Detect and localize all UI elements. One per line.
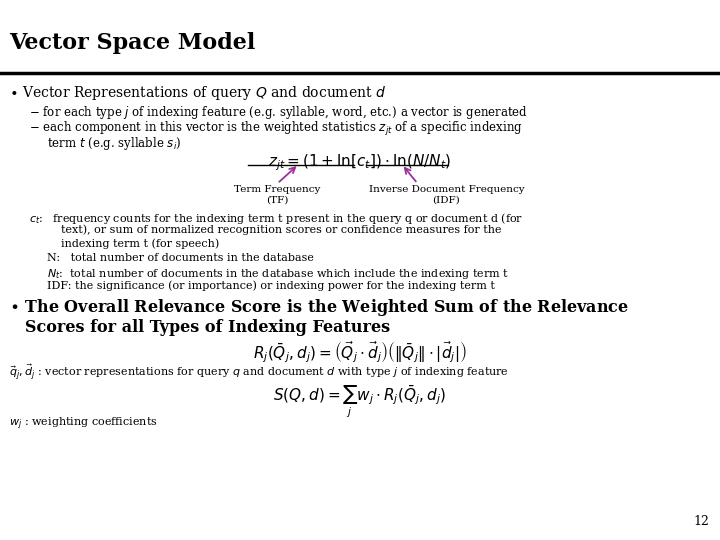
Text: $\vec{q}_j, \vec{d}_j$ : vector representations for query $q$ and document $d$ w: $\vec{q}_j, \vec{d}_j$ : vector represen… xyxy=(9,363,509,383)
Text: $\bullet$ Vector Representations of query $Q$ and document $d$: $\bullet$ Vector Representations of quer… xyxy=(9,84,387,102)
Text: $w_j$ : weighting coefficients: $w_j$ : weighting coefficients xyxy=(9,416,158,432)
Text: IDF: the significance (or importance) or indexing power for the indexing term t: IDF: the significance (or importance) or… xyxy=(47,281,495,292)
Text: indexing term t (for speech): indexing term t (for speech) xyxy=(61,239,220,249)
Text: $\bullet$ The Overall Relevance Score is the Weighted Sum of the Relevance: $\bullet$ The Overall Relevance Score is… xyxy=(9,297,629,318)
Text: Inverse Document Frequency
(IDF): Inverse Document Frequency (IDF) xyxy=(369,185,524,205)
Text: Vector Space Model: Vector Space Model xyxy=(9,32,256,54)
Text: text), or sum of normalized recognition scores or confidence measures for the: text), or sum of normalized recognition … xyxy=(61,225,502,235)
Text: term $t$ (e.g. syllable $s_i$): term $t$ (e.g. syllable $s_i$) xyxy=(47,135,181,152)
Text: $-$ for each type $j$ of indexing feature (e.g. syllable, word, etc.) a vector i: $-$ for each type $j$ of indexing featur… xyxy=(29,104,528,120)
Text: $S(Q,d) = \sum_j w_j \cdot R_j(\bar{Q}_j, d_j)$: $S(Q,d) = \sum_j w_j \cdot R_j(\bar{Q}_j… xyxy=(274,383,446,420)
Text: $-$ each component in this vector is the weighted statistics $z_{jt}$ of a speci: $-$ each component in this vector is the… xyxy=(29,120,523,138)
Text: $R_j(\bar{Q}_j, d_j) = \left(\vec{Q}_j \cdot \vec{d}_j\right)\left(\|\bar{Q}_j\|: $R_j(\bar{Q}_j, d_j) = \left(\vec{Q}_j \… xyxy=(253,339,467,365)
Text: $z_{jt} = (1 + \ln[c_t]) \cdot \ln(N / N_t)$: $z_{jt} = (1 + \ln[c_t]) \cdot \ln(N / N… xyxy=(269,152,451,173)
Text: Scores for all Types of Indexing Features: Scores for all Types of Indexing Feature… xyxy=(25,319,390,335)
Text: N:   total number of documents in the database: N: total number of documents in the data… xyxy=(47,253,314,263)
Text: 12: 12 xyxy=(693,515,709,528)
Text: $N_t$:  total number of documents in the database which include the indexing ter: $N_t$: total number of documents in the … xyxy=(47,267,509,281)
Text: Term Frequency
(TF): Term Frequency (TF) xyxy=(234,185,320,205)
Text: $c_t$:   frequency counts for the indexing term t present in the query q or docu: $c_t$: frequency counts for the indexing… xyxy=(29,211,523,226)
